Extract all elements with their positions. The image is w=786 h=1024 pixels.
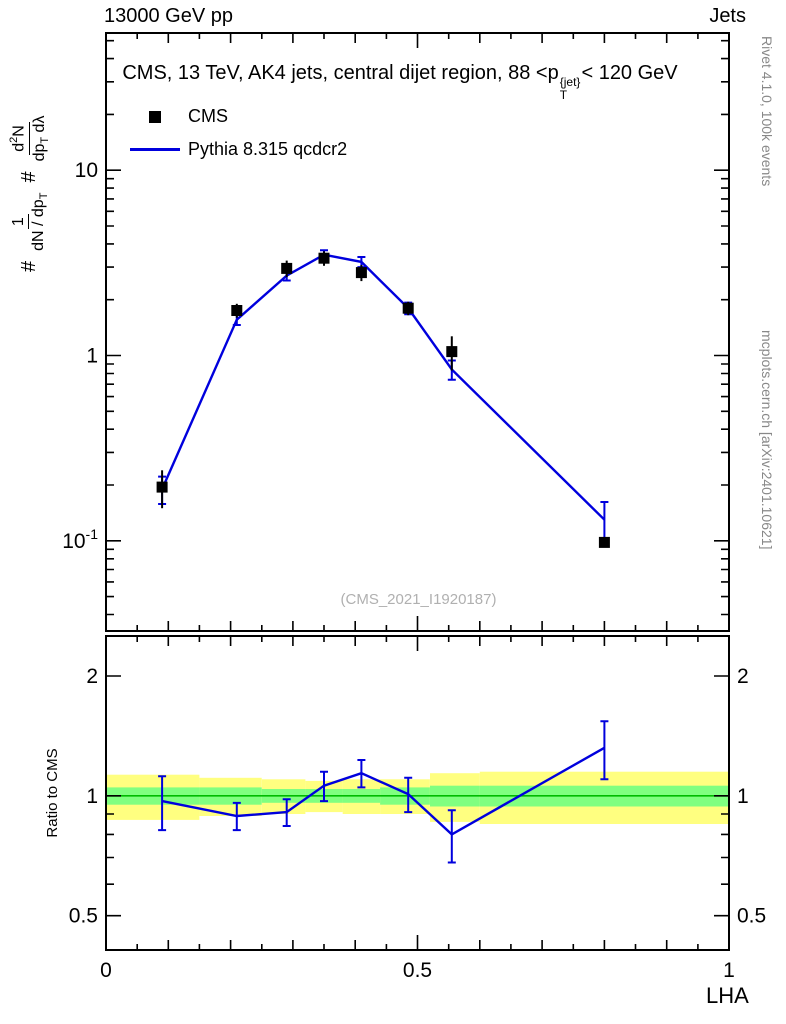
cms-data-point	[156, 481, 168, 493]
cms-data-point	[402, 302, 414, 314]
ratio-y-tick-label-left: 1	[86, 785, 98, 808]
cms-square-marker-icon	[128, 110, 182, 123]
header-process: Jets	[709, 5, 746, 27]
ratio-y-tick-label-right: 0.5	[737, 905, 766, 928]
title-text: CMS, 13 TeV, AK4 jets, central dijet reg…	[122, 62, 559, 84]
ratio-error-bar	[158, 775, 167, 832]
cms-data-point	[598, 536, 610, 548]
cms-data-point	[318, 252, 330, 264]
x-tick-label: 0	[100, 959, 112, 982]
main-y-tick-label: 10	[75, 159, 98, 182]
pythia-curve	[161, 253, 606, 521]
legend-item-pythia: Pythia 8.315 qcdcr2	[128, 133, 347, 166]
axis-tick-labels: 10 1 10-1 2 2 1 1 0.5 0.5 0 0.5 1	[62, 159, 766, 982]
legend: CMS Pythia 8.315 qcdcr2	[128, 100, 347, 166]
ratio-y-axis-label: Ratio to CMS	[44, 748, 61, 838]
title-subscript: T	[559, 87, 568, 102]
ylabel-fraction-1: 1 dN / dpT	[8, 192, 51, 251]
header-beam-energy: 13000 GeV pp	[104, 5, 233, 27]
x-axis-label: LHA	[706, 983, 749, 1008]
ratio-bands	[106, 771, 729, 824]
x-tick-label: 1	[723, 959, 735, 982]
legend-label-cms: CMS	[188, 106, 228, 126]
ratio-y-tick-label-left: 0.5	[69, 905, 98, 928]
ylabel-hash-2: #	[18, 171, 41, 183]
analysis-id-watermark: (CMS_2021_I1920187)	[340, 591, 497, 608]
axis-ticks	[105, 33, 730, 950]
legend-item-cms: CMS	[128, 100, 347, 133]
cms-data-point	[231, 305, 243, 316]
x-tick-label: 0.5	[403, 959, 432, 982]
cms-data-point	[355, 267, 367, 279]
rivet-version-note: Rivet 4.1.0, 100k events	[759, 36, 775, 187]
ratio-y-tick-label-left: 2	[86, 665, 98, 688]
ratio-y-tick-label-right: 1	[737, 785, 749, 808]
plot-title: CMS, 13 TeV, AK4 jets, central dijet reg…	[60, 62, 740, 101]
pythia-error-bar	[600, 501, 609, 544]
legend-label-pythia: Pythia 8.315 qcdcr2	[188, 139, 348, 159]
cms-data-point	[281, 262, 293, 274]
cms-data-point	[446, 346, 458, 358]
ratio-curve	[161, 746, 605, 836]
mcplots-arxiv-note: mcplots.cern.ch [arXiv:2401.10621]	[759, 330, 775, 550]
ylabel-hash-1: #	[18, 260, 41, 272]
pythia-line-marker-icon	[128, 148, 182, 151]
pt-jet-supsub: {jet} T	[560, 76, 581, 101]
ratio-error-bar	[600, 720, 609, 781]
main-y-tick-label: 1	[86, 345, 98, 368]
ratio-series	[158, 720, 609, 864]
ylabel-fraction-2: d2N dpT dλ	[8, 115, 51, 162]
title-text-end: < 120 GeV	[581, 62, 678, 84]
ratio-error-bar	[447, 809, 456, 864]
main-y-tick-label: 10-1	[62, 526, 98, 553]
main-y-axis-label: # 1 dN / dpT # d2N dpT dλ	[8, 114, 52, 272]
ratio-y-tick-label-right: 2	[737, 665, 749, 688]
main-series	[156, 249, 610, 548]
title-superscript: {jet}	[559, 75, 581, 89]
